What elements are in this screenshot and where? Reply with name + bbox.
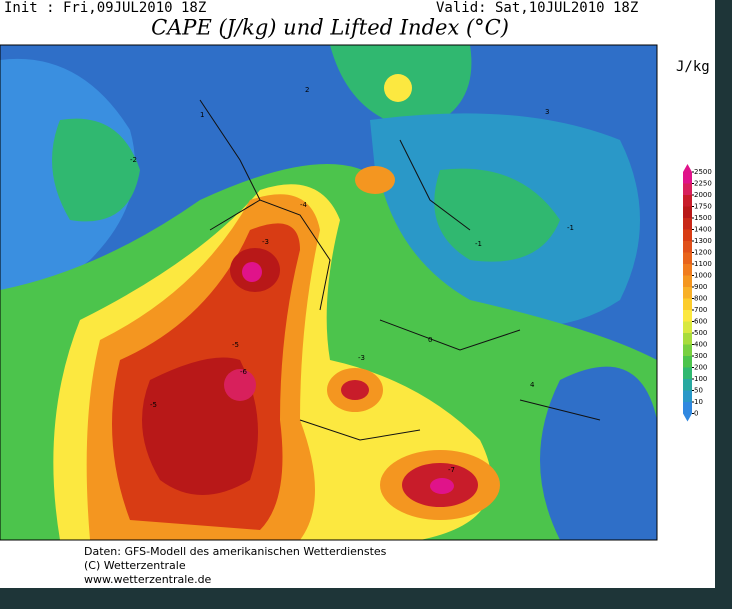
colorbar-band bbox=[683, 172, 692, 184]
colorbar-label: 900 bbox=[694, 283, 707, 291]
contour-label: 1 bbox=[200, 111, 204, 119]
colorbar-band bbox=[683, 275, 692, 287]
colorbar-label: 600 bbox=[694, 318, 707, 326]
colorbar-label: 2500 bbox=[694, 168, 712, 176]
contour-label: 0 bbox=[428, 336, 432, 344]
contour-label: -2 bbox=[130, 156, 137, 164]
contour-label: -3 bbox=[262, 238, 269, 246]
colorbar-band bbox=[683, 379, 692, 391]
colorbar-band bbox=[683, 287, 692, 299]
colorbar-label: 400 bbox=[694, 341, 707, 349]
colorbar-band bbox=[683, 367, 692, 379]
colorbar-band bbox=[683, 195, 692, 207]
contour-label: -5 bbox=[150, 401, 157, 409]
colorbar-band bbox=[683, 356, 692, 368]
frame bbox=[715, 0, 732, 609]
colorbar-label: 700 bbox=[694, 306, 707, 314]
contour-label: -5 bbox=[232, 341, 239, 349]
map-border bbox=[0, 44, 658, 541]
contour-label: -3 bbox=[358, 354, 365, 362]
legend-unit: J/kg bbox=[676, 59, 710, 75]
colorbar-label: 2000 bbox=[694, 191, 712, 199]
contour-label: -1 bbox=[475, 240, 482, 248]
valid-time: Valid: Sat,10JUL2010 18Z bbox=[436, 0, 638, 16]
colorbar-cap bbox=[683, 164, 692, 172]
colorbar-label: 50 bbox=[694, 387, 703, 395]
colorbar-band bbox=[683, 252, 692, 264]
contour-label: 4 bbox=[530, 381, 535, 389]
colorbar-band bbox=[683, 310, 692, 322]
colorbar-band bbox=[683, 333, 692, 345]
colorbar-label: 100 bbox=[694, 375, 707, 383]
footer-source: Daten: GFS-Modell des amerikanischen Wet… bbox=[84, 545, 387, 558]
contour-label: -6 bbox=[240, 368, 248, 376]
colorbar: 2500225020001750150014001300120011001000… bbox=[683, 164, 712, 422]
contour-label: 2 bbox=[305, 86, 309, 94]
colorbar-label: 1400 bbox=[694, 226, 712, 234]
colorbar-label: 1200 bbox=[694, 249, 712, 257]
frame bbox=[0, 588, 732, 609]
colorbar-band bbox=[683, 402, 692, 414]
contour-label: 3 bbox=[545, 108, 549, 116]
footer-copyright: (C) Wetterzentrale bbox=[84, 559, 186, 572]
colorbar-label: 200 bbox=[694, 364, 707, 372]
contour-label: -1 bbox=[567, 224, 574, 232]
colorbar-band bbox=[683, 390, 692, 402]
init-time: Init : Fri,09JUL2010 18Z bbox=[4, 0, 206, 16]
colorbar-label: 800 bbox=[694, 295, 707, 303]
colorbar-band bbox=[683, 298, 692, 310]
contour-label: -4 bbox=[300, 201, 308, 209]
map bbox=[0, 45, 657, 540]
colorbar-band bbox=[683, 264, 692, 276]
colorbar-label: 1500 bbox=[694, 214, 712, 222]
colorbar-label: 10 bbox=[694, 398, 703, 406]
colorbar-band bbox=[683, 206, 692, 218]
colorbar-label: 1300 bbox=[694, 237, 712, 245]
colorbar-band bbox=[683, 183, 692, 195]
colorbar-band bbox=[683, 321, 692, 333]
colorbar-label: 2250 bbox=[694, 180, 712, 188]
colorbar-label: 1750 bbox=[694, 203, 712, 211]
colorbar-label: 300 bbox=[694, 352, 707, 360]
colorbar-band bbox=[683, 229, 692, 241]
colorbar-label: 1000 bbox=[694, 272, 712, 280]
contour-labels: -2 -3 -4 -5 -5 -6 -7 -3 -1 -1 0 1 2 3 4 bbox=[130, 86, 574, 474]
colorbar-label: 0 bbox=[694, 410, 698, 418]
colorbar-band bbox=[683, 218, 692, 230]
colorbar-label: 500 bbox=[694, 329, 707, 337]
colorbar-band bbox=[683, 241, 692, 253]
contour-label: -7 bbox=[448, 466, 455, 474]
footer-url: www.wetterzentrale.de bbox=[84, 573, 212, 586]
map-title: CAPE (J/kg) und Lifted Index (°C) bbox=[151, 16, 509, 40]
colorbar-label: 1100 bbox=[694, 260, 712, 268]
colorbar-cap bbox=[683, 413, 692, 422]
colorbar-band bbox=[683, 344, 692, 356]
